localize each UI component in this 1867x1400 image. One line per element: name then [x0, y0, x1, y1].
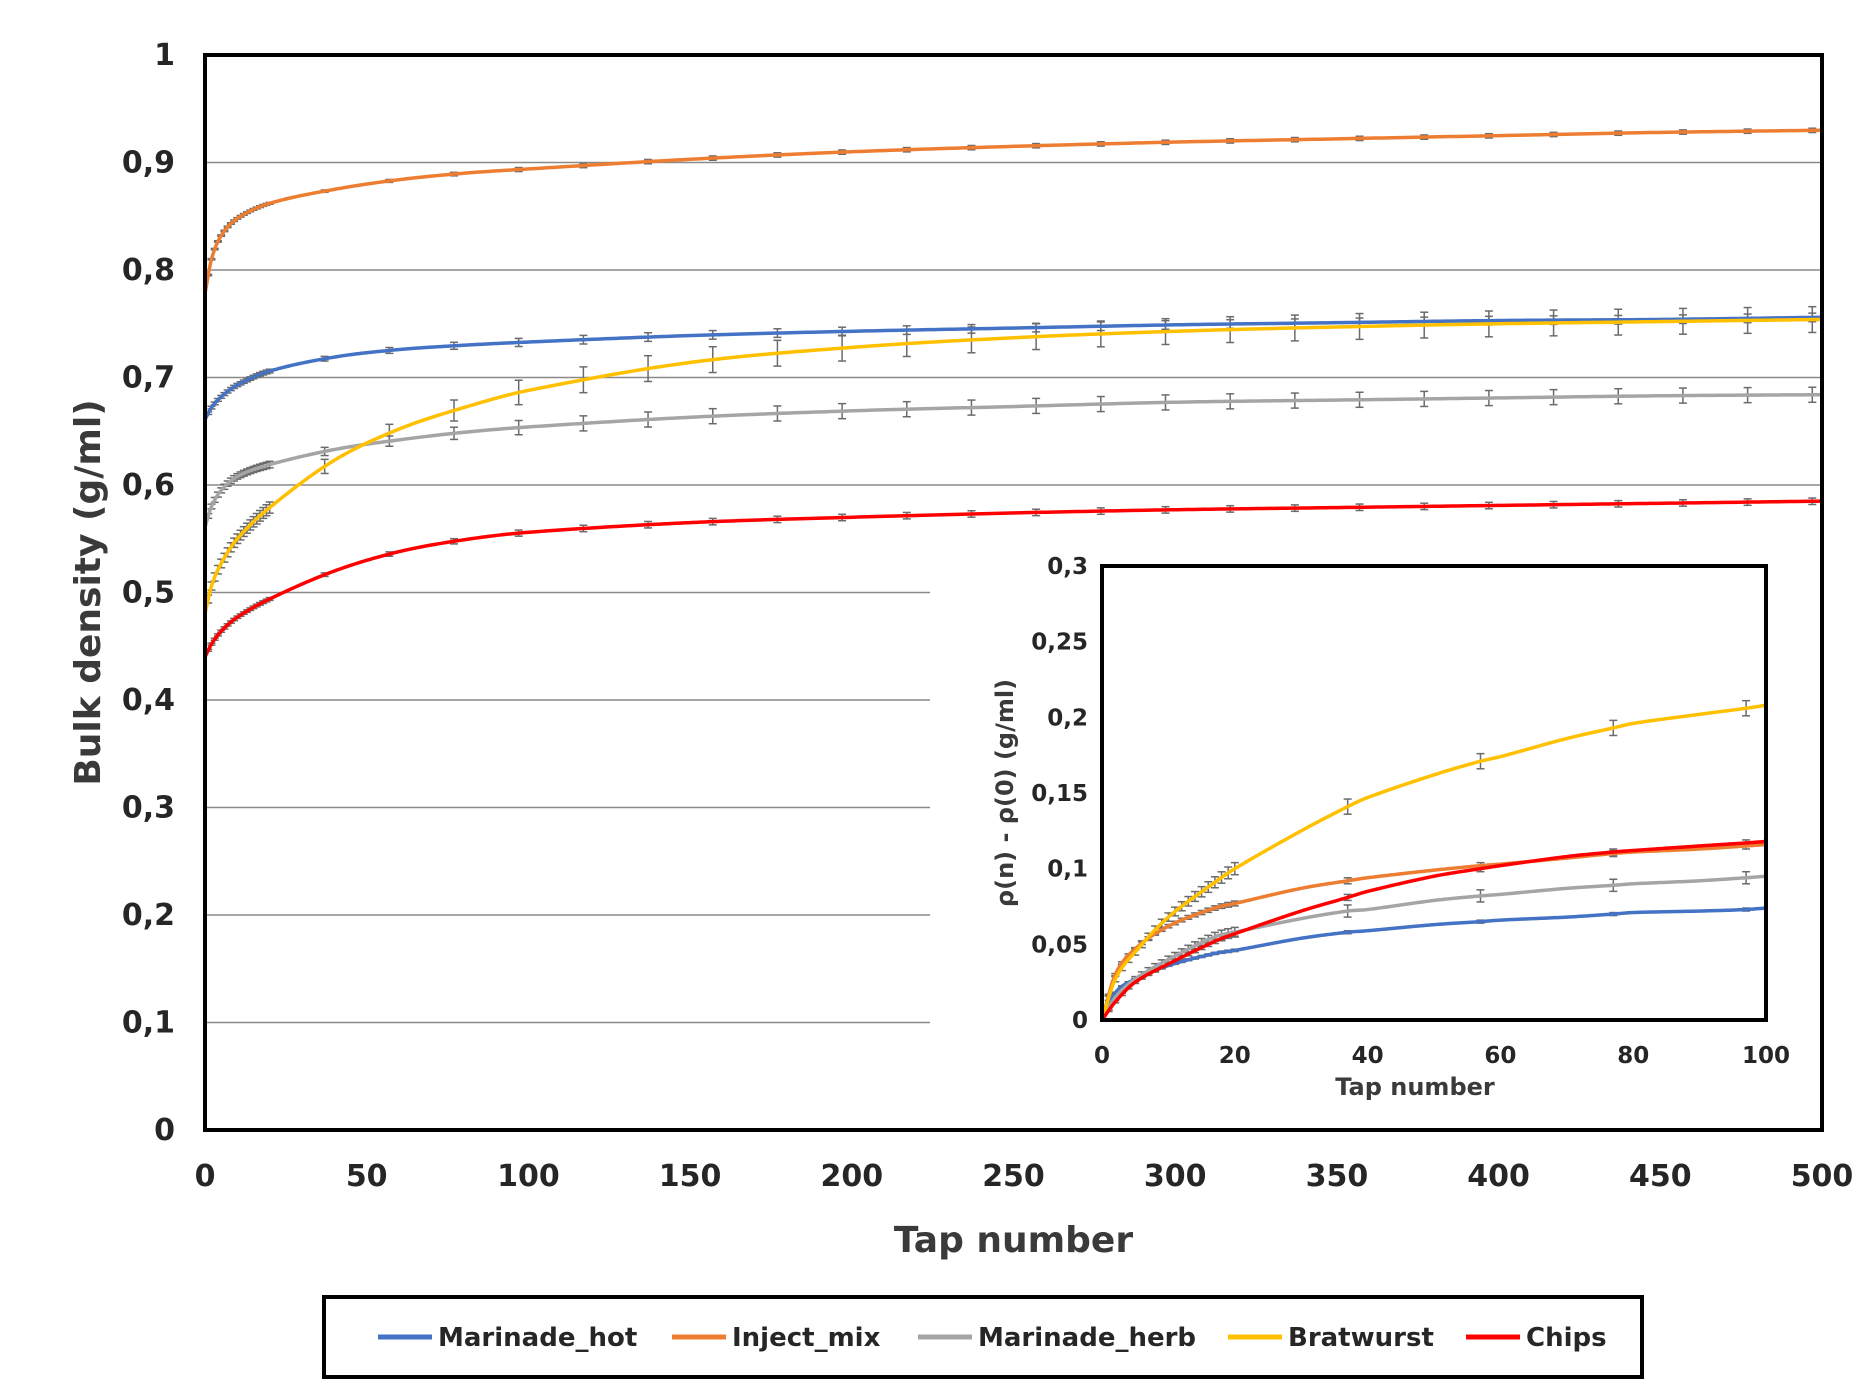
inset-y-tick-label: 0,15	[1031, 781, 1088, 807]
series-line-chips	[1100, 839, 1767, 1022]
y-tick-label: 1	[154, 38, 175, 73]
inset-x-axis-title: Tap number	[1335, 1073, 1495, 1101]
y-tick-label: 0,1	[122, 1006, 175, 1041]
y-tick-label: 0,6	[122, 468, 175, 503]
series-line-bratwurst	[203, 317, 1823, 616]
legend-item-inject-mix: Inject_mix	[672, 1323, 881, 1353]
inset-x-tick-label: 40	[1352, 1043, 1384, 1069]
main-x-axis-title: Tap number	[894, 1220, 1133, 1261]
series-line-chips	[203, 499, 1823, 659]
inset-y-axis-title: ρ(n) - ρ(0) (g/ml)	[991, 679, 1019, 907]
x-tick-label: 100	[497, 1159, 560, 1194]
legend-label: Marinade_hot	[438, 1323, 637, 1353]
inset-series-lines	[1100, 703, 1767, 1022]
x-tick-label: 50	[346, 1159, 388, 1194]
x-tick-label: 350	[1306, 1159, 1369, 1194]
main-y-tick-labels: 0 0,1 0,2 0,3 0,4 0,5 0,6 0,7 0,8 0,9 1	[122, 38, 175, 1148]
legend-items: Marinade_hot Inject_mix Marinade_herb Bratw…	[378, 1323, 1607, 1353]
main-plot-frame	[203, 53, 1824, 1132]
inset-y-tick-label: 0,3	[1047, 554, 1088, 580]
inset-x-tick-label: 20	[1219, 1043, 1251, 1069]
x-tick-label: 0	[195, 1159, 216, 1194]
x-tick-label: 250	[982, 1159, 1045, 1194]
series-line-marinade-hot	[203, 315, 1823, 421]
inset-y-tick-labels: 0 0,05 0,1 0,15 0,2 0,25 0,3	[1031, 554, 1088, 1034]
legend-item-marinade-herb: Marinade_herb	[918, 1323, 1196, 1353]
legend-label: Marinade_herb	[978, 1323, 1196, 1353]
x-tick-label: 200	[820, 1159, 883, 1194]
series-line-marinade-herb	[203, 392, 1823, 529]
inset-x-tick-label: 60	[1484, 1043, 1516, 1069]
series-line-inject-mix	[203, 128, 1823, 295]
x-tick-label: 400	[1467, 1159, 1530, 1194]
inset-x-tick-label: 80	[1617, 1043, 1649, 1069]
y-tick-label: 0,3	[122, 791, 175, 826]
legend-label: Inject_mix	[732, 1323, 881, 1353]
legend-item-marinade-hot: Marinade_hot	[378, 1323, 637, 1353]
inset-background	[1102, 566, 1766, 1020]
y-tick-label: 0,7	[122, 361, 175, 396]
inset-x-tick-labels: 0 20 40 60 80 100	[1094, 1043, 1790, 1069]
x-tick-label: 150	[659, 1159, 722, 1194]
inset-y-tick-label: 0,1	[1047, 857, 1088, 883]
inset-x-tick-label: 100	[1742, 1043, 1790, 1069]
y-tick-label: 0,4	[122, 683, 175, 718]
y-tick-label: 0,8	[122, 253, 175, 288]
series-line-bratwurst	[1100, 703, 1767, 1022]
legend-item-bratwurst: Bratwurst	[1228, 1323, 1434, 1353]
main-x-tick-labels: 0 50 100 150 200 250 300 350 400 450 500	[195, 1159, 1854, 1194]
y-tick-label: 0,2	[122, 898, 175, 933]
inset-x-tick-label: 0	[1094, 1043, 1110, 1069]
legend-label: Chips	[1526, 1323, 1607, 1353]
legend-label: Bratwurst	[1288, 1323, 1434, 1353]
x-tick-label: 300	[1144, 1159, 1207, 1194]
legend	[322, 1295, 1644, 1379]
main-y-axis-title: Bulk density (g/ml)	[68, 399, 109, 785]
legend-item-chips: Chips	[1466, 1323, 1607, 1353]
inset-y-tick-label: 0,25	[1031, 630, 1088, 656]
main-series-lines	[203, 128, 1823, 659]
inset-y-tick-label: 0	[1072, 1008, 1088, 1034]
y-tick-label: 0,9	[122, 146, 175, 181]
x-tick-label: 500	[1791, 1159, 1854, 1194]
main-gridlines	[205, 161, 1822, 1024]
series-line-marinade-herb	[1100, 874, 1767, 1022]
inset-y-tick-label: 0,2	[1047, 705, 1088, 731]
inset-y-tick-label: 0,05	[1031, 932, 1088, 958]
inset-plot-frame	[1100, 564, 1768, 1022]
y-tick-label: 0	[154, 1113, 175, 1148]
x-tick-label: 450	[1629, 1159, 1692, 1194]
y-tick-label: 0,5	[122, 576, 175, 611]
